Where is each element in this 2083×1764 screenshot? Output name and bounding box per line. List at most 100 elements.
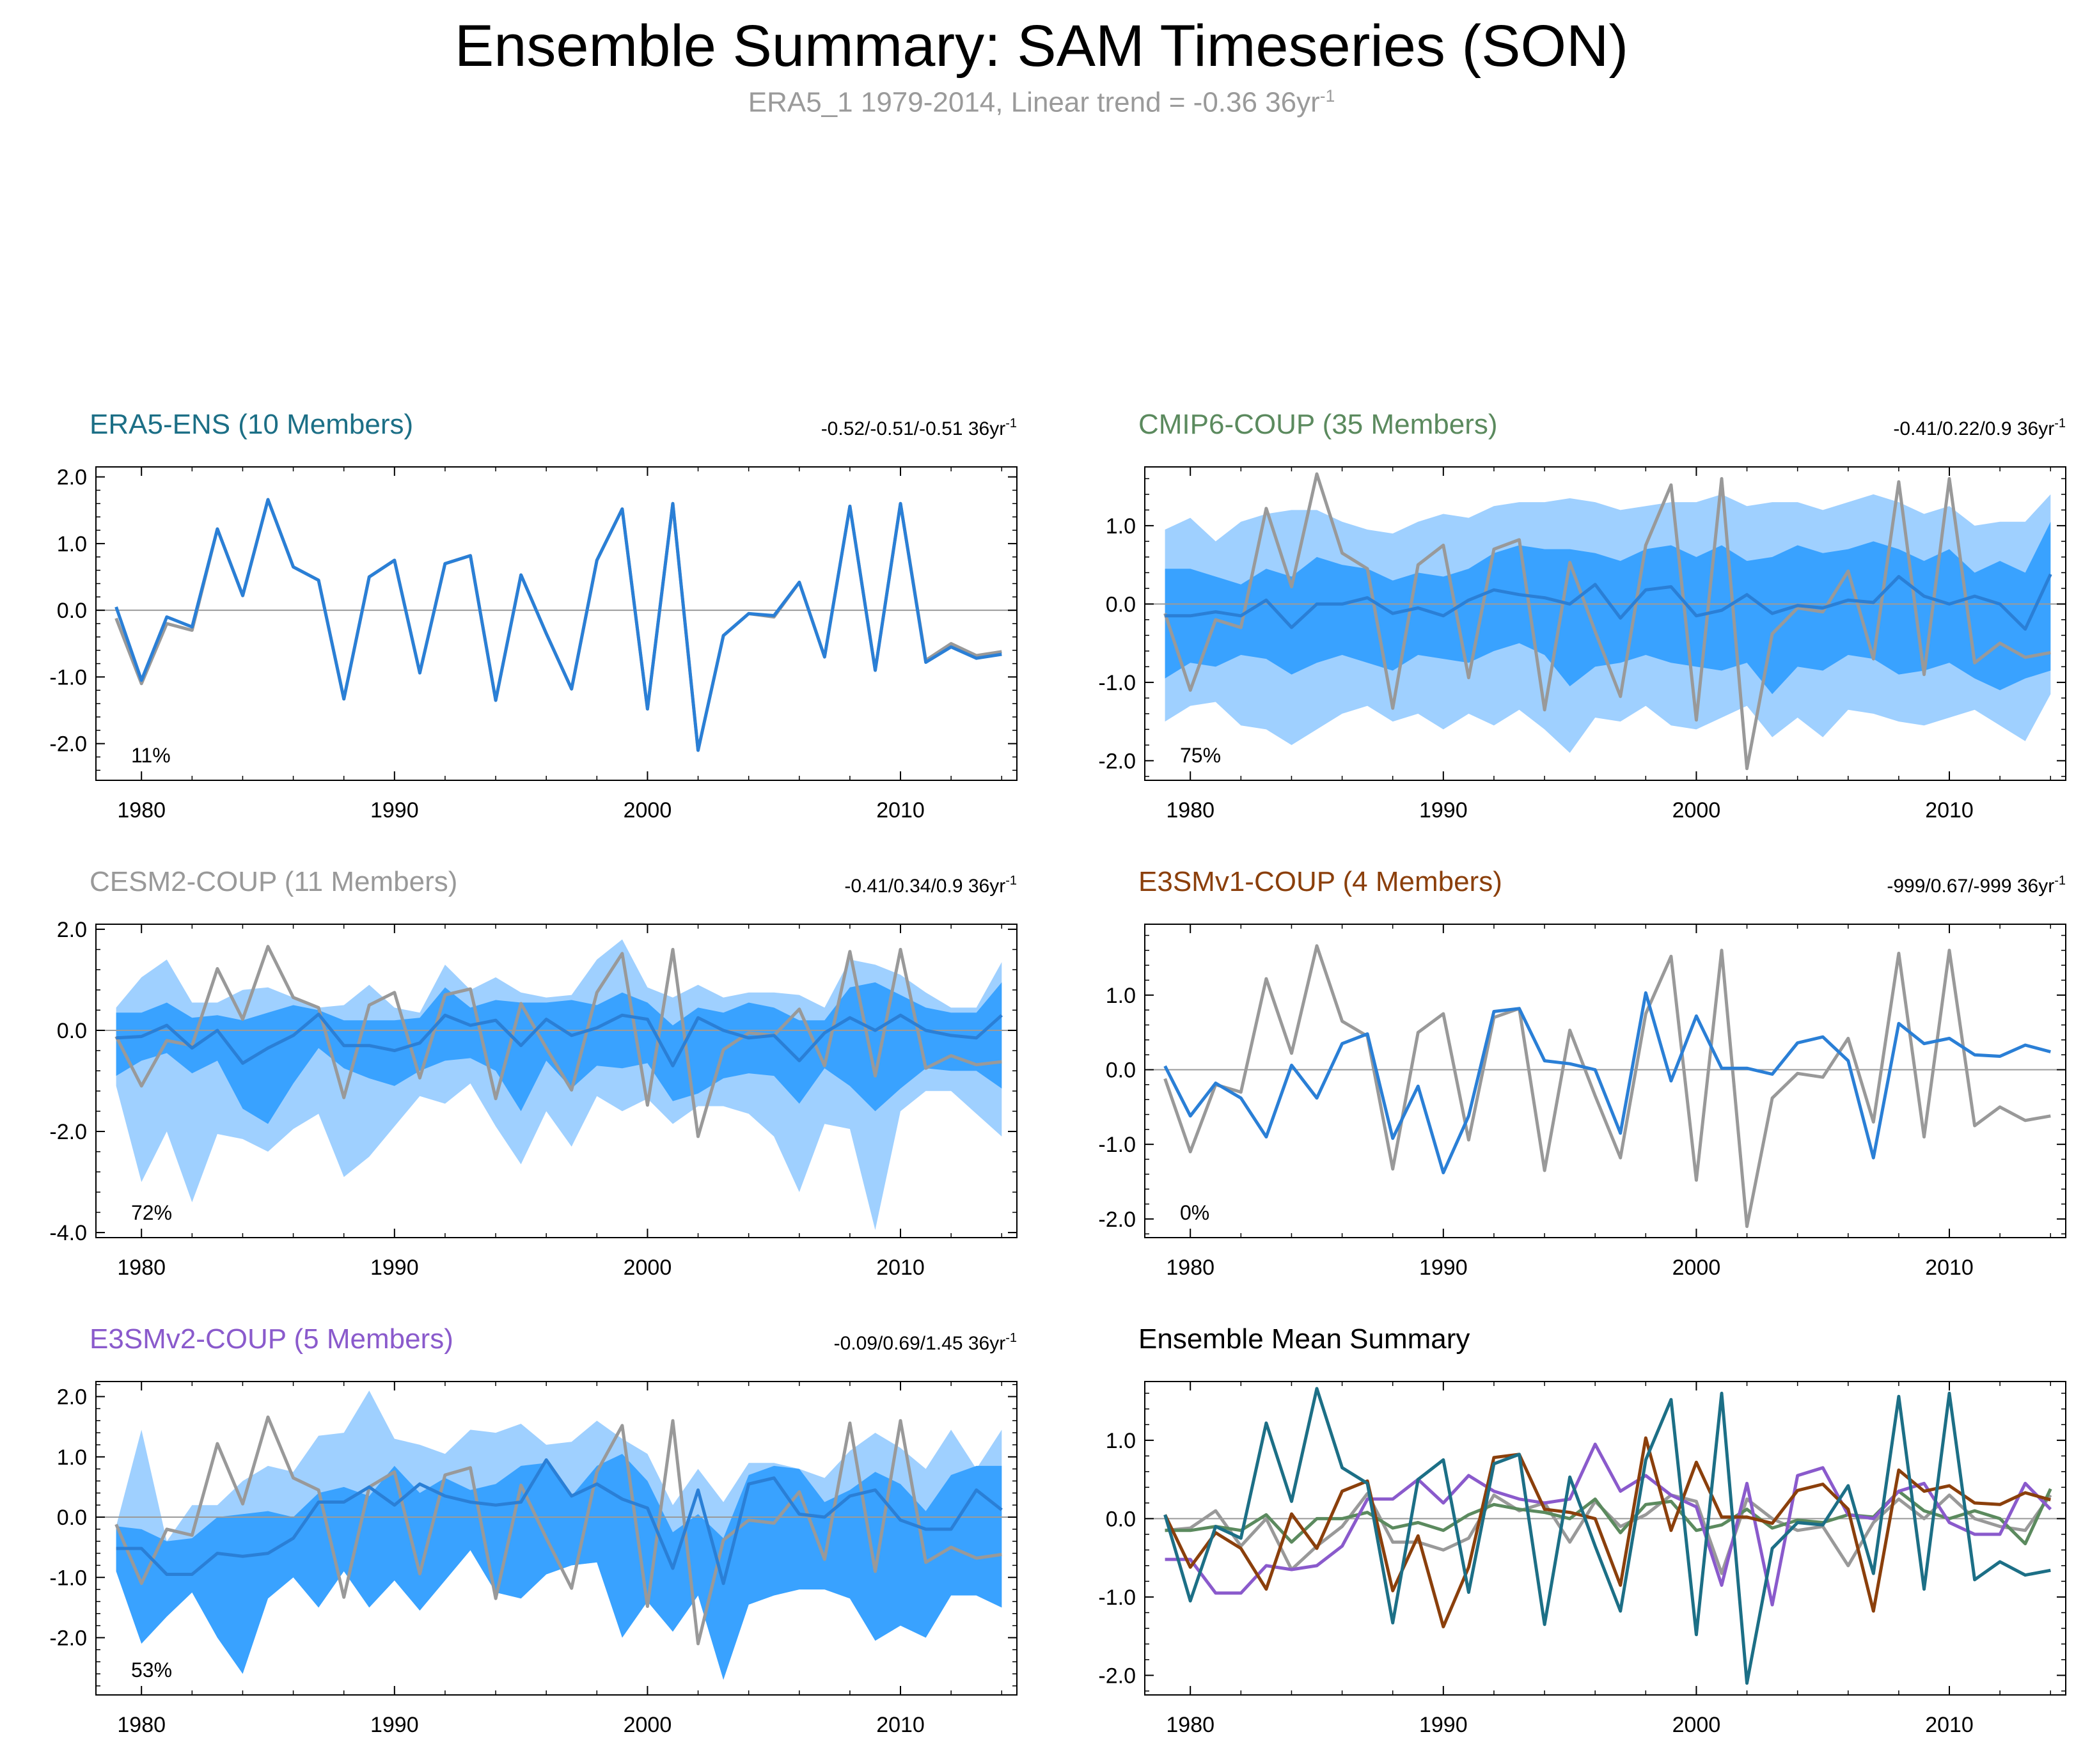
y-tick-label: 0.0 bbox=[57, 1506, 87, 1530]
y-tick-label: 0.0 bbox=[57, 1019, 87, 1043]
percent-label: 53% bbox=[131, 1658, 172, 1681]
y-tick-label: 1.0 bbox=[1106, 514, 1136, 539]
y-tick-label: -1.0 bbox=[49, 1566, 87, 1590]
band-inner bbox=[1165, 521, 2051, 695]
x-tick-label: 2010 bbox=[876, 1256, 925, 1280]
x-tick-label: 1980 bbox=[117, 1713, 166, 1737]
band-inner bbox=[116, 1454, 1002, 1680]
y-tick-label: 1.0 bbox=[1106, 1429, 1136, 1453]
panel-era5: ERA5-ENS (10 Members) -0.52/-0.51/-0.51 3… bbox=[49, 409, 1018, 823]
plot-frame bbox=[95, 924, 1018, 1238]
series-line-ensemble-mean bbox=[1165, 573, 2052, 631]
x-tick-label: 2000 bbox=[1672, 1713, 1721, 1737]
panel-stats-sup: -1 bbox=[1005, 1331, 1017, 1345]
subtitle-text: ERA5_1 1979-2014, Linear trend = -0.36 3… bbox=[748, 86, 1320, 118]
percent-label: 0% bbox=[1180, 1201, 1209, 1224]
series-line-era5-1 bbox=[1163, 944, 2051, 1228]
y-tick-label: 0.0 bbox=[1106, 592, 1136, 617]
x-tick-label: 1980 bbox=[1166, 1713, 1214, 1737]
series-line-ensemble-mean bbox=[114, 498, 1002, 752]
panel-cmip6: CMIP6-COUP (35 Members) -0.41/0.22/0.9 36… bbox=[1098, 409, 2066, 823]
y-tick-label: -1.0 bbox=[1098, 1133, 1136, 1157]
y-tick-label: -1.0 bbox=[1098, 671, 1136, 695]
x-tick-label: 1990 bbox=[370, 1713, 419, 1737]
y-tick-label: -2.0 bbox=[49, 1120, 87, 1144]
panel-stats-sup: -1 bbox=[2054, 874, 2066, 888]
panel-stats-text: -0.41/0.34/0.9 36yr bbox=[844, 876, 1005, 897]
x-tick-label: 1980 bbox=[1166, 1256, 1214, 1280]
y-tick-label: 1.0 bbox=[57, 1445, 87, 1470]
panel-title: CMIP6-COUP (35 Members) bbox=[1138, 409, 1498, 440]
x-tick-label: 1990 bbox=[1419, 798, 1468, 823]
panel-stats-sup: -1 bbox=[1005, 416, 1017, 430]
series-line-era5-1 bbox=[114, 1415, 1002, 1646]
y-tick-label: 2.0 bbox=[57, 1385, 87, 1410]
panel-stats: -999/0.67/-999 36yr-1 bbox=[1887, 874, 2066, 897]
series-line-era5-1 bbox=[114, 945, 1002, 1138]
page-title: Ensemble Summary: SAM Timeseries (SON) bbox=[454, 13, 1629, 79]
panel-stats-sup: -1 bbox=[1005, 874, 1017, 888]
subtitle-sup: -1 bbox=[1319, 86, 1335, 106]
panel-stats: -0.41/0.22/0.9 36yr-1 bbox=[1893, 416, 2066, 439]
panel-summary: Ensemble Mean Summary 1.0 0.0 -1.0 -2.0 1980 1… bbox=[1098, 1323, 2066, 1737]
panel-stats-text: -0.41/0.22/0.9 36yr bbox=[1893, 418, 2054, 439]
series-line-ensemble-mean bbox=[1163, 991, 2051, 1174]
y-tick-label: -2.0 bbox=[1098, 1664, 1136, 1688]
y-tick-label: -2.0 bbox=[1098, 1208, 1136, 1232]
panel-stats-text: -0.09/0.69/1.45 36yr bbox=[834, 1333, 1006, 1354]
x-tick-label: 2010 bbox=[1925, 798, 1974, 823]
x-tick-label: 2000 bbox=[1672, 798, 1721, 823]
x-tick-label: 2000 bbox=[624, 1713, 672, 1737]
y-tick-label: -1.0 bbox=[49, 665, 87, 689]
x-tick-label: 1980 bbox=[117, 1256, 166, 1280]
x-tick-label: 2000 bbox=[624, 1256, 672, 1280]
panel-e3smv2: E3SMv2-COUP (5 Members) -0.09/0.69/1.45 3… bbox=[49, 1323, 1018, 1737]
y-tick-label: 1.0 bbox=[57, 532, 87, 556]
y-tick-label: 2.0 bbox=[57, 466, 87, 490]
y-tick-label: -2.0 bbox=[1098, 749, 1136, 773]
page-subtitle: ERA5_1 1979-2014, Linear trend = -0.36 3… bbox=[0, 86, 2083, 119]
panel-e3smv1: E3SMv1-COUP (4 Members) -999/0.67/-999 36… bbox=[1098, 866, 2066, 1280]
panel-title: ERA5-ENS (10 Members) bbox=[90, 409, 413, 440]
series-line-era5-1 bbox=[1163, 472, 2051, 771]
y-tick-label: -1.0 bbox=[1098, 1586, 1136, 1610]
y-tick-label: 0.0 bbox=[1106, 1059, 1136, 1083]
series-line-e3smv2-coup bbox=[1165, 1442, 2052, 1607]
y-tick-label: 1.0 bbox=[1106, 984, 1136, 1008]
y-tick-label: -4.0 bbox=[49, 1221, 87, 1245]
plot-frame bbox=[95, 1381, 1018, 1696]
x-tick-label: 1980 bbox=[1166, 798, 1214, 823]
x-tick-label: 1990 bbox=[370, 798, 419, 823]
panel-stats: -0.41/0.34/0.9 36yr-1 bbox=[844, 874, 1017, 897]
x-tick-label: 1990 bbox=[1419, 1256, 1468, 1280]
x-tick-label: 2010 bbox=[1925, 1713, 1974, 1737]
plot-frame bbox=[1144, 924, 2066, 1238]
plot-frame bbox=[95, 466, 1018, 781]
band-inner bbox=[116, 982, 1002, 1124]
y-tick-label: 2.0 bbox=[57, 918, 87, 942]
series-line-era5-ens bbox=[1163, 1387, 2051, 1685]
x-tick-label: 2000 bbox=[1672, 1256, 1721, 1280]
percent-label: 11% bbox=[131, 744, 171, 767]
panel-title: Ensemble Mean Summary bbox=[1138, 1323, 1470, 1355]
panel-stats-sup: -1 bbox=[2054, 416, 2066, 430]
x-tick-label: 2010 bbox=[1925, 1256, 1974, 1280]
x-tick-label: 1980 bbox=[117, 798, 166, 823]
series-line-cmip6-coup bbox=[1165, 1488, 2052, 1546]
y-tick-label: 0.0 bbox=[1106, 1507, 1136, 1531]
x-tick-label: 2010 bbox=[876, 1713, 925, 1737]
panel-stats: -0.09/0.69/1.45 36yr-1 bbox=[834, 1331, 1017, 1354]
panel-title: E3SMv1-COUP (4 Members) bbox=[1138, 866, 1502, 897]
panel-stats-text: -0.52/-0.51/-0.51 36yr bbox=[821, 418, 1006, 439]
series-line-ensemble-mean bbox=[116, 1012, 1003, 1067]
x-tick-label: 2010 bbox=[876, 798, 925, 823]
x-tick-label: 1990 bbox=[1419, 1713, 1468, 1737]
panel-title: CESM2-COUP (11 Members) bbox=[90, 866, 457, 897]
x-tick-label: 2000 bbox=[624, 798, 672, 823]
x-tick-label: 1990 bbox=[370, 1256, 419, 1280]
percent-label: 72% bbox=[131, 1201, 172, 1224]
panel-stats: -0.52/-0.51/-0.51 36yr-1 bbox=[821, 416, 1017, 439]
plot-frame bbox=[1144, 1381, 2066, 1696]
panel-cesm2: CESM2-COUP (11 Members) -0.41/0.34/0.9 36… bbox=[49, 866, 1018, 1280]
y-tick-label: -2.0 bbox=[49, 1626, 87, 1650]
